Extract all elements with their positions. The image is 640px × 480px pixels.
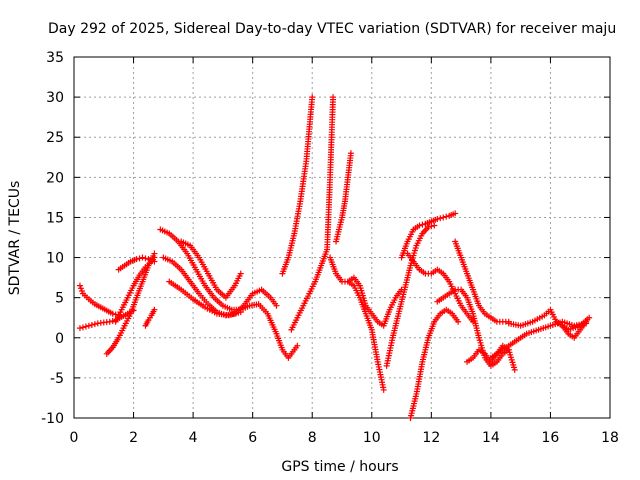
y-tick-label: -5 — [50, 371, 64, 387]
y-axis-label: SDTVAR / TECUs — [7, 181, 23, 296]
series-track-18 — [407, 306, 462, 421]
data-point — [109, 317, 116, 324]
x-tick-label: 18 — [601, 430, 619, 446]
data-point — [431, 222, 438, 229]
data-point — [437, 215, 444, 222]
data-point — [133, 256, 140, 263]
data-point — [294, 342, 301, 349]
data-point — [85, 322, 92, 329]
series-track-5 — [115, 254, 158, 273]
x-tick-label: 10 — [363, 430, 381, 446]
x-tick-label: 6 — [248, 430, 257, 446]
series-track-25 — [553, 318, 590, 341]
data-point — [583, 318, 590, 325]
y-tick-label: -10 — [41, 411, 64, 427]
data-point — [76, 325, 83, 332]
data-point — [419, 221, 426, 228]
data-point — [136, 255, 143, 262]
y-tick-label: 0 — [55, 331, 64, 347]
y-tick-label: 35 — [46, 50, 64, 66]
x-tick-label: 16 — [542, 430, 560, 446]
data-point — [440, 214, 447, 221]
data-point — [434, 216, 441, 223]
series-track-12 — [288, 94, 337, 333]
data-point — [273, 302, 280, 309]
series-track-17 — [398, 210, 459, 261]
series-track-3 — [103, 250, 158, 357]
data-point — [586, 314, 593, 321]
series-track-19 — [404, 250, 477, 325]
data-point — [237, 309, 244, 316]
series-track-6 — [142, 306, 158, 329]
data-point — [151, 258, 158, 265]
data-point — [455, 318, 462, 325]
x-tick-label: 0 — [70, 430, 79, 446]
grid — [74, 57, 610, 418]
plot-frame — [73, 56, 611, 419]
series-track-11 — [279, 94, 316, 277]
data-point — [106, 318, 113, 325]
data-point — [416, 222, 423, 229]
y-tick-label: 5 — [55, 291, 64, 307]
data-point — [88, 321, 95, 328]
x-tick-label: 2 — [129, 430, 138, 446]
data-point — [347, 150, 354, 157]
series-track-7 — [157, 226, 301, 361]
series-track-22 — [464, 342, 518, 373]
series-track-20 — [452, 238, 512, 325]
y-tick-label: 30 — [46, 90, 64, 106]
data-point — [142, 255, 149, 262]
y-tick-label: 20 — [46, 170, 64, 186]
y-tick-label: 15 — [46, 210, 64, 226]
data-point — [76, 282, 83, 289]
series-track-2 — [76, 282, 122, 319]
data-point — [151, 306, 158, 313]
y-tick-label: 10 — [46, 251, 64, 267]
x-tick-label: 14 — [482, 430, 500, 446]
series-track-10 — [178, 238, 244, 301]
data-point — [330, 94, 337, 101]
x-tick-label: 12 — [422, 430, 440, 446]
series-track-14 — [333, 150, 354, 245]
data-point — [425, 224, 432, 231]
data-point — [82, 323, 89, 330]
data-points — [76, 94, 593, 421]
data-point — [139, 254, 146, 261]
x-tick-label: 8 — [308, 430, 317, 446]
data-point — [91, 321, 98, 328]
data-point — [79, 324, 86, 331]
data-point — [77, 285, 84, 292]
data-point — [78, 287, 85, 294]
axis-ticks: 0 2 4 6 8 10 12 14 16 18 -10 -5 0 5 10 15 20 25 30 35 — [41, 50, 619, 446]
data-point — [443, 213, 450, 220]
series-track-9 — [166, 278, 244, 319]
y-tick-label: 25 — [46, 130, 64, 146]
x-tick-label: 4 — [189, 430, 198, 446]
series-track-1 — [76, 307, 137, 332]
data-point — [309, 94, 316, 101]
x-axis-label: GPS time / hours — [281, 459, 398, 475]
series-track-13 — [327, 254, 387, 393]
data-point — [237, 270, 244, 277]
data-point — [452, 210, 459, 217]
series-track-16 — [383, 222, 438, 369]
data-point — [109, 310, 116, 317]
data-point — [380, 386, 387, 393]
chart-title: Day 292 of 2025, Sidereal Day-to-day VTE… — [48, 21, 616, 37]
data-point — [511, 366, 518, 373]
